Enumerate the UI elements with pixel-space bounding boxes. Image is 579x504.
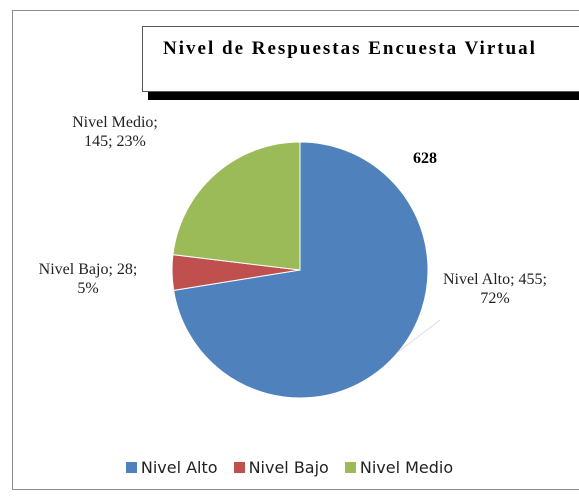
data-label: Nivel Alto; 455; 72% bbox=[443, 271, 547, 307]
chart-frame bbox=[12, 10, 579, 490]
legend-label: Nivel Bajo bbox=[248, 458, 329, 477]
pie-slice bbox=[173, 141, 429, 399]
legend-item: Nivel Medio bbox=[344, 458, 454, 477]
legend-item: Nivel Bajo bbox=[233, 458, 329, 477]
legend: Nivel Alto Nivel Bajo Nivel Medio bbox=[0, 458, 579, 477]
pie-slice bbox=[172, 141, 301, 271]
data-label: Nivel Medio; 145; 23% bbox=[72, 114, 158, 150]
chart-title: Nivel de Respuestas Encuesta Virtual bbox=[163, 38, 537, 59]
legend-label: Nivel Medio bbox=[359, 458, 454, 477]
legend-swatch bbox=[344, 462, 356, 473]
legend-swatch bbox=[125, 462, 137, 473]
legend-swatch bbox=[233, 462, 245, 473]
legend-item: Nivel Alto bbox=[125, 458, 218, 477]
total-label: 628 bbox=[413, 150, 437, 167]
title-box bbox=[142, 26, 579, 92]
leader-line bbox=[397, 319, 441, 353]
data-label: Nivel Bajo; 28; 5% bbox=[38, 261, 138, 297]
legend-label: Nivel Alto bbox=[140, 458, 218, 477]
